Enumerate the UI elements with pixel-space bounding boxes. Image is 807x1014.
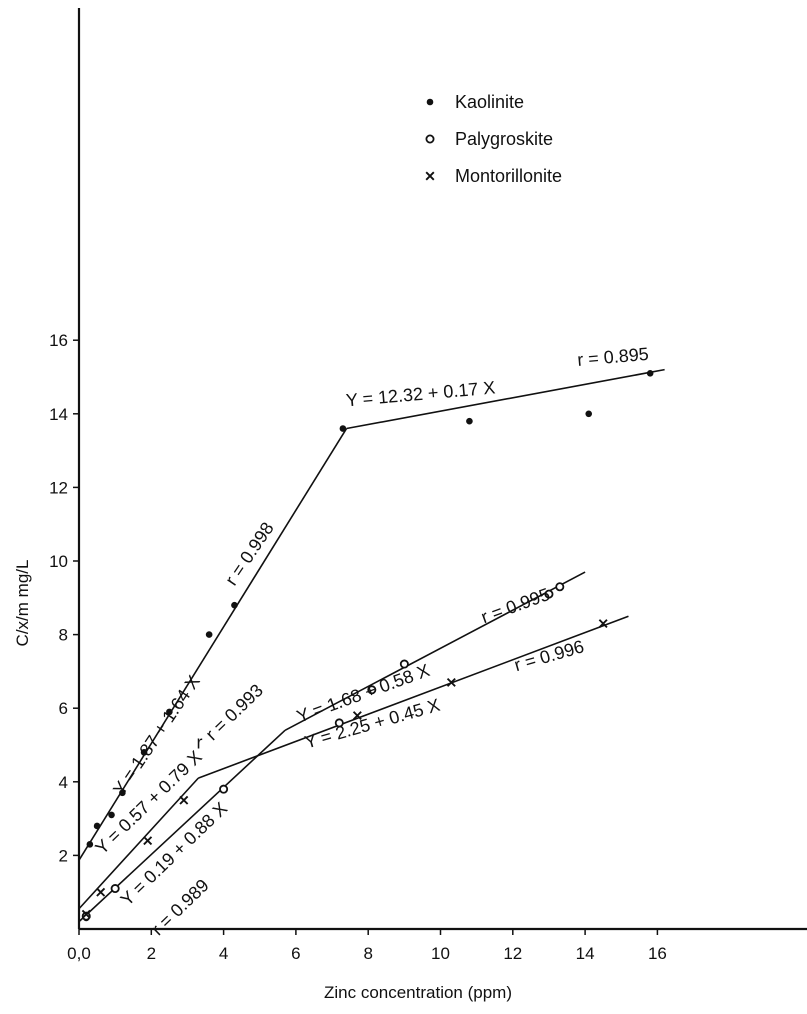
x-tick-label-8: 8 — [363, 944, 372, 963]
legend: Kaolinite Palygroskite Montorillonite — [425, 92, 562, 186]
y-tick-label-6: 6 — [59, 699, 68, 718]
y-tick-label-16: 16 — [49, 331, 68, 350]
x-axis-label: Zinc concentration (ppm) — [324, 983, 512, 1002]
montorillonite-point-5 — [352, 711, 362, 721]
legend-marker-kaolinite — [426, 98, 434, 106]
legend-marker-montorillonite — [425, 171, 435, 181]
montorillonite-point-4 — [179, 795, 189, 805]
y-axis-label: C/x/m mg/L — [13, 560, 32, 647]
y-tick-label-4: 4 — [59, 773, 68, 792]
data-markers — [81, 370, 654, 922]
palygroskite-point-8 — [555, 582, 565, 592]
palygroskite-point-3 — [219, 784, 229, 794]
kaolinite-point-5 — [119, 789, 126, 797]
kaolinite-fit-line-1 — [78, 428, 348, 861]
montorillonite-point-3 — [143, 836, 153, 846]
kaolinite-point-9 — [231, 601, 238, 609]
kaolinite-point-3 — [93, 822, 101, 830]
kaolinite-fit-line-2 — [346, 368, 665, 430]
annotation-7: r — [196, 733, 202, 753]
palygroskite-point-2 — [110, 884, 120, 894]
x-tick-label-4: 4 — [219, 944, 228, 963]
palygroskite-point-4 — [334, 718, 344, 728]
y-tick-label-2: 2 — [59, 846, 68, 865]
montorillonite-fit-line-2 — [198, 615, 629, 779]
palygroskite-point-5 — [367, 685, 377, 695]
kaolinite-point-6 — [140, 749, 148, 756]
kaolinite-point-2 — [86, 841, 94, 848]
palygroskite-point-7 — [544, 589, 554, 599]
legend-label-kaolinite: Kaolinite — [455, 92, 524, 112]
annotation-6: r = 0.993 — [202, 680, 267, 744]
y-tick-label-12: 12 — [49, 478, 68, 497]
legend-marker-palygroskite — [425, 134, 435, 144]
kaolinite-point-10 — [339, 425, 347, 432]
kaolinite-point-7 — [166, 708, 173, 716]
x-tick-label-16: 16 — [648, 944, 667, 963]
annotation-13: r = 0.996 — [512, 636, 586, 675]
x-tick-label-2: 2 — [147, 944, 156, 963]
annotation-11: r = 0.995 — [478, 584, 552, 627]
x-tick-label-0: 0,0 — [67, 944, 91, 963]
kaolinite-point-4 — [108, 811, 115, 819]
y-tick-label-8: 8 — [59, 626, 68, 645]
kaolinite-point-8 — [205, 631, 213, 638]
palygroskite-point-1 — [81, 911, 91, 921]
tick-marks: 0,0 2 4 6 8 10 12 14 16 2 4 6 8 10 12 14 16 — [49, 331, 667, 963]
palygroskite-fit-line-2 — [284, 571, 586, 731]
kaolinite-point-13 — [646, 370, 654, 377]
legend-label-montorillonite: Montorillonite — [455, 166, 562, 186]
montorillonite-point-1 — [81, 909, 91, 919]
montorillonite-point-6 — [446, 677, 456, 687]
y-tick-label-10: 10 — [49, 552, 68, 571]
kaolinite-point-11 — [466, 417, 473, 425]
x-tick-label-12: 12 — [503, 944, 522, 963]
axes — [77, 8, 807, 931]
legend-label-palygroskite: Palygroskite — [455, 129, 553, 149]
x-tick-label-6: 6 — [291, 944, 300, 963]
x-tick-label-14: 14 — [576, 944, 595, 963]
palygroskite-point-6 — [399, 659, 409, 669]
y-tick-label-14: 14 — [49, 405, 68, 424]
annotation-4: r = 0.895 — [576, 344, 649, 370]
montorillonite-point-7 — [598, 619, 608, 629]
kaolinite-point-12 — [585, 410, 593, 418]
montorillonite-fit-line-1 — [78, 777, 199, 910]
x-tick-label-10: 10 — [431, 944, 450, 963]
montorillonite-point-2 — [96, 887, 106, 897]
